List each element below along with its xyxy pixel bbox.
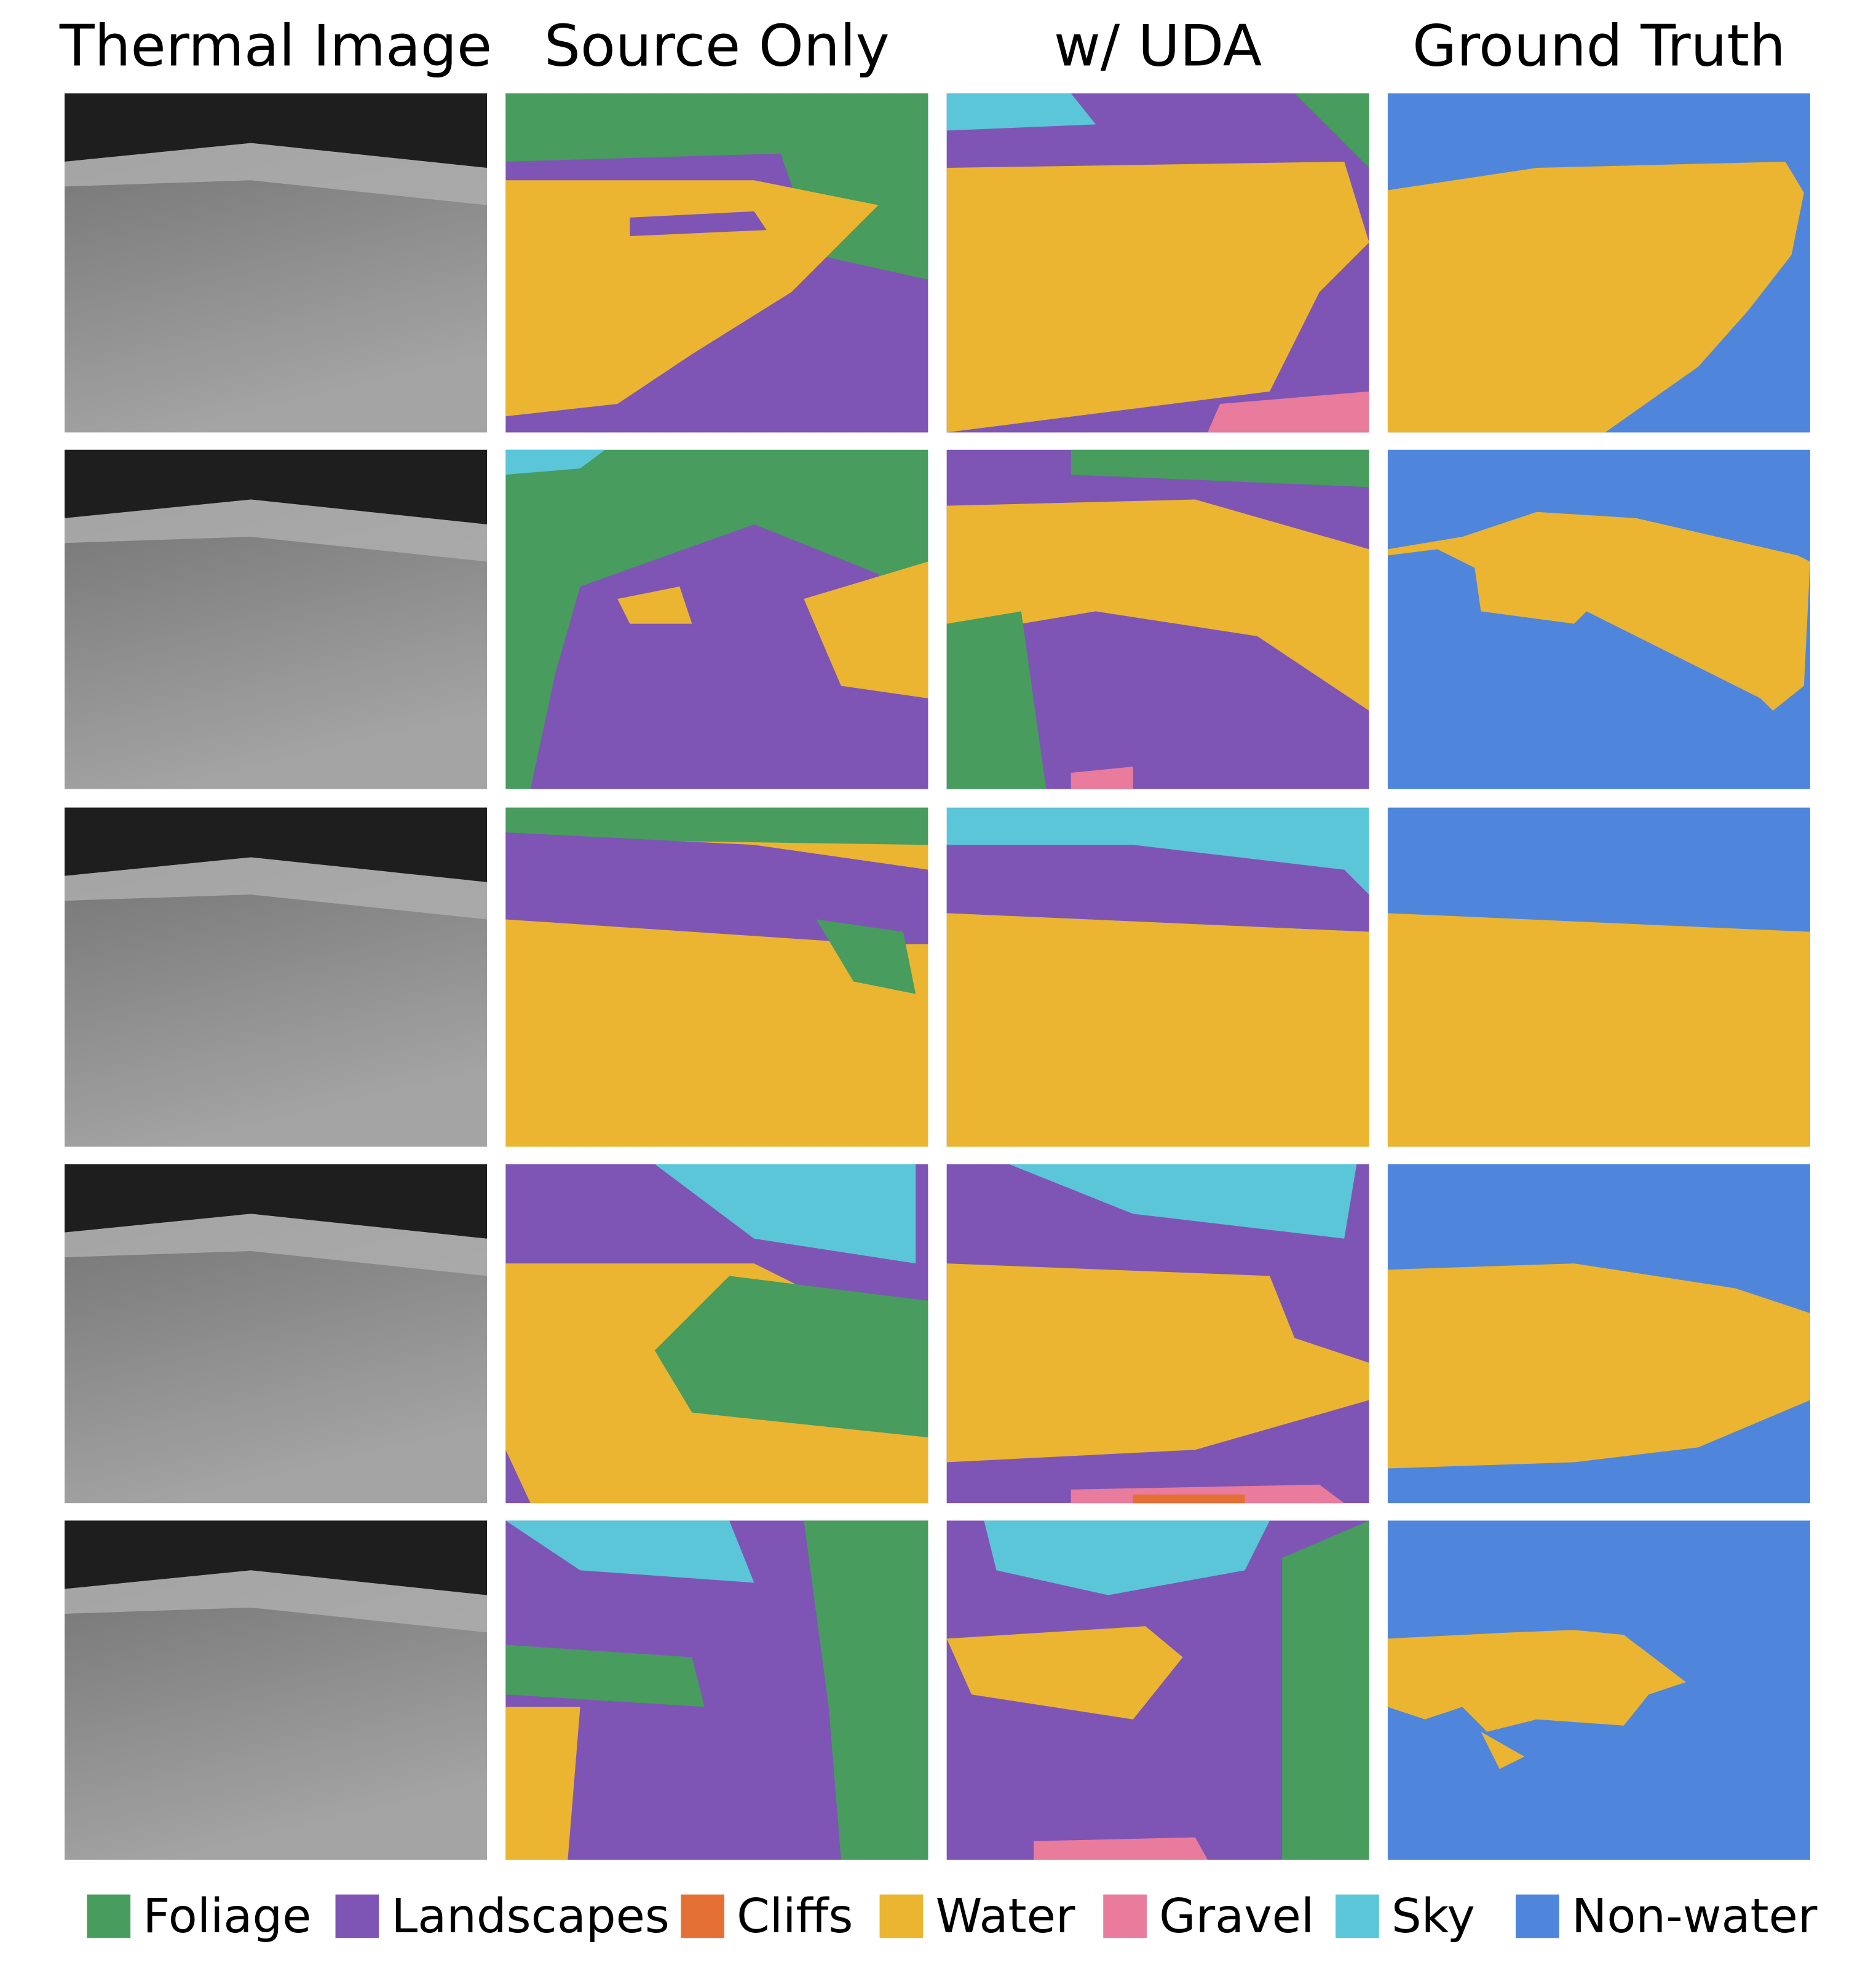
uda-map	[947, 1520, 1369, 1860]
uda-map	[947, 808, 1369, 1147]
source-only-map	[505, 808, 928, 1147]
column-header: Source Only	[544, 12, 890, 79]
ground-truth-map	[1388, 808, 1810, 1147]
source-only-map	[505, 450, 928, 789]
region	[1133, 1495, 1245, 1503]
legend-swatch	[1336, 1895, 1379, 1938]
source-only-map	[505, 93, 928, 433]
legend-swatch	[681, 1895, 724, 1938]
thermal-image	[65, 450, 487, 789]
legend-label: Landscapes	[391, 1889, 669, 1944]
ground-truth-map	[1388, 450, 1810, 789]
region	[1282, 1520, 1369, 1860]
region	[505, 1707, 580, 1860]
ground-truth-map	[1388, 1520, 1810, 1860]
region	[1388, 913, 1810, 1147]
source-only-map	[505, 1164, 928, 1504]
uda-map	[947, 93, 1369, 433]
thermal-image	[65, 808, 487, 1147]
region	[1034, 1838, 1208, 1860]
legend-swatch	[87, 1895, 130, 1938]
legend-swatch	[1516, 1895, 1559, 1938]
ground-truth-map	[1388, 93, 1810, 433]
column-header: w/ UDA	[1054, 12, 1262, 79]
column-header: Ground Truth	[1412, 12, 1786, 79]
legend-swatch	[1103, 1895, 1147, 1938]
legend-label: Foliage	[143, 1889, 311, 1944]
legend-label: Sky	[1391, 1889, 1475, 1944]
region	[947, 93, 1096, 131]
region	[947, 913, 1369, 1147]
thermal-image	[65, 1164, 487, 1504]
ground-truth-map	[1388, 1164, 1810, 1504]
legend-label: Water	[935, 1889, 1075, 1944]
column-header: Thermal Image	[59, 12, 492, 79]
thermal-image	[65, 1520, 487, 1860]
legend-label: Cliffs	[737, 1889, 853, 1944]
legend-swatch	[880, 1895, 924, 1938]
legend-label: Gravel	[1159, 1889, 1314, 1944]
source-only-map	[505, 1520, 928, 1860]
uda-map	[947, 1164, 1369, 1504]
legend-swatch	[336, 1895, 379, 1938]
thermal-image	[65, 93, 487, 433]
figure: Thermal Image Source Only w/ UDA Ground Tru…	[0, 0, 1876, 1963]
uda-map	[947, 450, 1369, 789]
legend-label: Non-water	[1572, 1889, 1818, 1944]
